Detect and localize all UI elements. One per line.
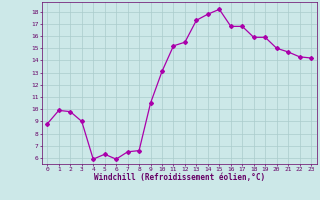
X-axis label: Windchill (Refroidissement éolien,°C): Windchill (Refroidissement éolien,°C)	[94, 173, 265, 182]
